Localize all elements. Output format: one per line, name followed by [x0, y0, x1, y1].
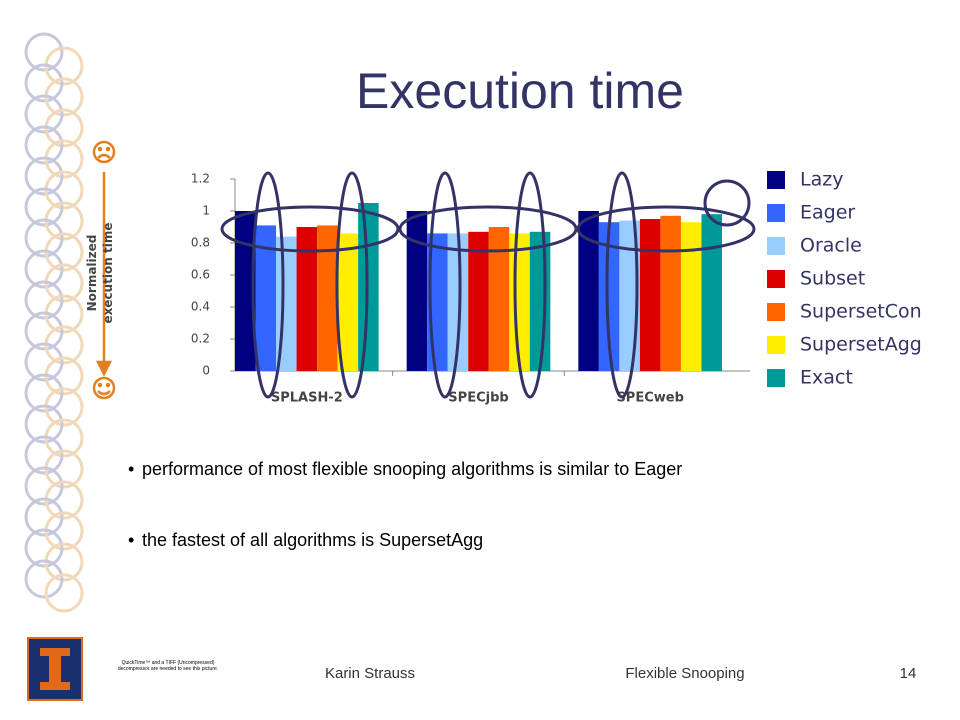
bullet: performance of most flexible snooping al…	[142, 459, 682, 479]
chart-title: Execution time	[356, 63, 684, 119]
ring	[24, 311, 64, 351]
ring	[24, 156, 64, 196]
ring	[24, 63, 64, 103]
y-tick-label: 0	[202, 364, 210, 378]
legend-swatch	[767, 270, 785, 288]
ring	[24, 435, 64, 475]
bar	[701, 214, 722, 371]
legend-swatch	[767, 171, 785, 189]
x-tick-label: SPLASH-2	[271, 391, 343, 406]
y-tick-label: 1.2	[191, 172, 210, 186]
annotation-ovals	[220, 171, 756, 399]
ring	[24, 466, 64, 506]
arrow	[92, 140, 116, 400]
bar	[296, 227, 318, 371]
legend-label: Lazy	[800, 169, 843, 191]
y-tick-label: 0.2	[191, 332, 210, 346]
legend-swatch	[767, 369, 785, 387]
image-placeholder: QuickTime™ and a TIFF (Uncompressed) dec…	[117, 660, 219, 672]
footer-author: Karin Strauss	[325, 665, 415, 682]
bar	[337, 233, 359, 371]
bar	[660, 215, 681, 371]
ring	[24, 404, 64, 444]
legend-label: SupersetAgg	[800, 334, 922, 356]
ring	[24, 94, 64, 134]
bar	[578, 211, 599, 371]
bar	[468, 231, 489, 371]
ring	[24, 125, 64, 165]
y-tick-label: 1	[202, 204, 210, 218]
ring	[24, 32, 64, 72]
legend-label: Oracle	[800, 235, 862, 257]
legend-label: Exact	[800, 367, 853, 389]
bullet-dot: •	[128, 530, 134, 550]
legend-swatch	[767, 336, 785, 354]
ring	[24, 342, 64, 382]
ring-decoration	[24, 32, 84, 613]
y-tick-label: 0.8	[191, 236, 210, 250]
y-axis-label: Normalized execution time	[85, 222, 115, 324]
bar	[447, 233, 469, 371]
logo	[27, 637, 83, 701]
bar	[529, 231, 551, 371]
bar	[317, 225, 338, 371]
ring	[24, 280, 64, 320]
x-tick-label: SPECweb	[616, 391, 683, 406]
ring	[24, 187, 64, 227]
bar	[255, 225, 277, 371]
chart: 0 0.2 0.4 0.6 0.8 1 1.2 SPLASH-2 SPECjbb SPECweb L…	[191, 169, 922, 406]
legend-swatch	[767, 204, 785, 222]
bullet: the fastest of all algorithms is Superse…	[142, 530, 483, 550]
ring	[24, 528, 64, 568]
legend-swatch	[767, 303, 785, 321]
page-number: 14	[900, 665, 917, 682]
bar	[598, 222, 620, 371]
footer-talk: Flexible Snooping	[625, 665, 744, 682]
ring	[24, 373, 64, 413]
x-tick-label: SPECjbb	[448, 391, 508, 406]
legend-label: Subset	[800, 268, 865, 290]
y-tick-label: 0.4	[191, 300, 210, 314]
legend-swatch	[767, 237, 785, 255]
legend-label: SupersetCon	[800, 301, 922, 323]
legend-label: Eager	[800, 202, 855, 224]
y-tick-label: 0.6	[191, 268, 210, 282]
bar	[509, 233, 530, 371]
ring	[24, 218, 64, 258]
bar	[235, 211, 256, 371]
ring	[24, 559, 64, 599]
bar	[680, 222, 702, 371]
ring	[24, 249, 64, 289]
bar	[639, 219, 661, 371]
ring	[44, 573, 84, 613]
bar	[488, 227, 510, 371]
ring	[24, 497, 64, 537]
bar	[406, 211, 428, 371]
bullet-dot: •	[128, 459, 134, 479]
